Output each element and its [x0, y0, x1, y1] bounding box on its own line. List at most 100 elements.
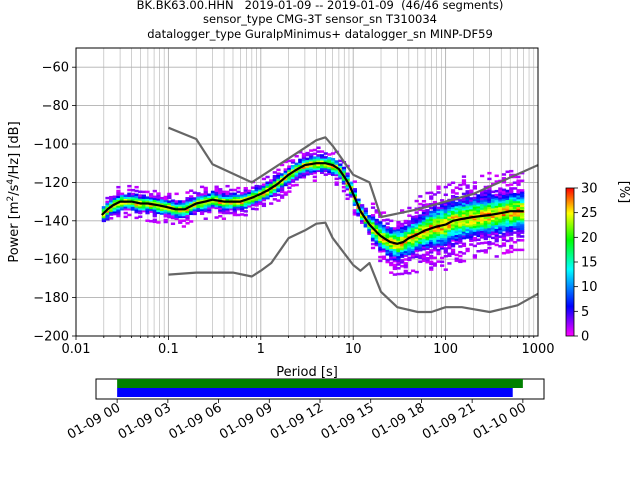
heatmap-cell: [283, 181, 288, 185]
heatmap-cell: [505, 189, 510, 193]
heatmap-cell: [152, 210, 157, 214]
timeline-green-bar: [117, 379, 523, 388]
heatmap-cell: [487, 225, 492, 229]
heatmap-cell: [400, 253, 405, 256]
heatmap-cell: [450, 233, 456, 236]
heatmap-cell: [418, 202, 423, 206]
heatmap-cell: [465, 228, 470, 232]
heatmap-cell: [258, 200, 263, 204]
heatmap-cell: [360, 217, 365, 221]
heatmap-cell: [476, 194, 481, 197]
heatmap-cell: [407, 248, 412, 252]
heatmap-cell: [407, 222, 412, 225]
heatmap-cell: [483, 195, 488, 198]
heatmap-cell: [414, 270, 419, 274]
heatmap-cell: [360, 207, 365, 211]
heatmap-cell: [414, 245, 419, 249]
heatmap-cell: [236, 194, 241, 198]
heatmap-cell: [480, 230, 485, 233]
heatmap-cell: [389, 231, 394, 234]
heatmap-cell: [109, 217, 114, 220]
heatmap-cell: [465, 184, 470, 187]
heatmap-cell: [189, 212, 194, 216]
heatmap-cell: [334, 181, 339, 184]
heatmap-cell: [272, 178, 277, 182]
heatmap-cell: [501, 209, 507, 213]
heatmap-cell: [505, 226, 510, 229]
heatmap-cell: [501, 236, 507, 240]
heatmap-cell: [498, 216, 503, 219]
heatmap-cell: [247, 203, 252, 206]
heatmap-cell: [432, 214, 437, 217]
heatmap-cell: [210, 196, 216, 199]
colorbar-gradient: [565, 187, 575, 337]
heatmap-cell: [196, 207, 201, 211]
heatmap-cell: [501, 226, 507, 230]
heatmap-cell: [461, 236, 467, 240]
heatmap-cell: [487, 216, 492, 219]
heatmap-cell: [152, 195, 157, 199]
heatmap-cell: [447, 183, 452, 186]
heatmap-cell: [239, 207, 245, 210]
heatmap-cell: [509, 229, 514, 232]
heatmap-cell: [301, 162, 307, 166]
heatmap-cell: [192, 191, 197, 195]
heatmap-cell: [425, 203, 430, 206]
heatmap-cell: [374, 234, 379, 237]
heatmap-cell: [469, 227, 474, 231]
heatmap-cell: [516, 183, 521, 186]
heatmap-cell: [392, 252, 397, 255]
heatmap-cell: [138, 209, 143, 213]
heatmap-cell: [447, 204, 452, 208]
heatmap-cell: [425, 224, 430, 227]
heatmap-cell: [450, 206, 456, 209]
heatmap-cell: [178, 213, 183, 217]
heatmap-cell: [203, 194, 208, 197]
heatmap-cell: [458, 241, 463, 244]
heatmap-cell: [123, 207, 128, 211]
heatmap-cell: [505, 208, 510, 212]
heatmap-cell: [407, 224, 412, 227]
heatmap-cell: [447, 216, 452, 219]
heatmap-cell: [381, 244, 387, 247]
heatmap-cell: [469, 222, 474, 225]
heatmap-cell: [458, 220, 463, 223]
heatmap-cell: [509, 194, 514, 198]
heatmap-cell: [454, 196, 459, 199]
heatmap-cell: [476, 217, 481, 220]
heatmap-cell: [429, 206, 434, 210]
heatmap-cell: [167, 196, 172, 200]
heatmap-cell: [407, 214, 412, 217]
heatmap-cell: [199, 195, 205, 198]
heatmap-cell: [214, 197, 219, 200]
heatmap-cell: [425, 218, 430, 222]
heatmap-cell: [494, 220, 499, 224]
heatmap-cell: [316, 159, 321, 163]
heatmap-cell: [410, 221, 416, 225]
heatmap-cell: [265, 175, 270, 179]
heatmap-cell: [279, 173, 285, 176]
heatmap-cell: [196, 194, 201, 197]
heatmap-cell: [385, 231, 390, 235]
heatmap-cell: [163, 214, 168, 218]
heatmap-cell: [178, 204, 183, 207]
heatmap-cell: [472, 200, 477, 204]
heatmap-cell: [454, 224, 459, 228]
colorbar-tick-label: 25: [581, 206, 598, 221]
colorbar-tick-label: 0: [581, 330, 589, 345]
heatmap-cell: [360, 206, 365, 209]
heatmap-cell: [389, 227, 394, 230]
heatmap-cell: [501, 221, 507, 224]
heatmap-cell: [207, 208, 212, 212]
heatmap-cell: [461, 198, 467, 201]
heatmap-cell: [429, 235, 434, 239]
heatmap-cell: [421, 213, 427, 216]
heatmap-cell: [403, 252, 408, 255]
heatmap-cell: [181, 213, 187, 217]
heatmap-cell: [327, 170, 332, 174]
heatmap-cell: [134, 185, 139, 189]
heatmap-cell: [152, 220, 157, 224]
heatmap-cell: [476, 198, 481, 201]
heatmap-cell: [432, 204, 437, 208]
heatmap-cells: [101, 146, 525, 276]
